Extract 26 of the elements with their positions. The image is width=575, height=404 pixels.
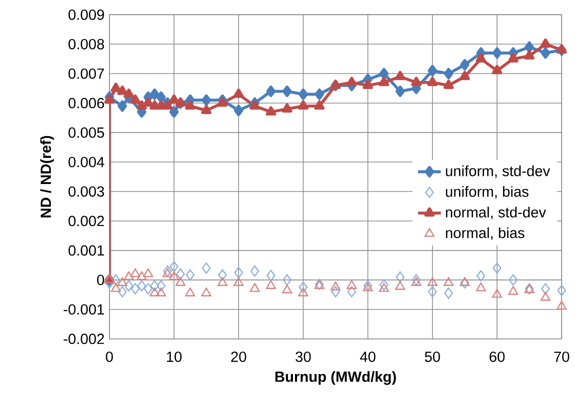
- y-tick-label: 0.006: [68, 98, 104, 108]
- x-axis-title: Burnup (MWd/kg): [275, 371, 396, 385]
- y-tick-label: 0.004: [68, 156, 104, 168]
- x-tick-label: 20: [231, 351, 246, 362]
- y-tick-label: -0.002: [64, 334, 104, 344]
- x-tick-label: 30: [296, 351, 311, 362]
- y-tick-label: 0.003: [68, 186, 104, 197]
- legend-label: normal, bias: [446, 227, 524, 240]
- y-tick-label: 0.005: [68, 127, 104, 138]
- y-tick-label: 0.007: [68, 68, 104, 79]
- legend-label: normal, std-dev: [446, 206, 546, 220]
- legend-label: uniform, std-dev: [446, 165, 550, 178]
- x-tick-label: 40: [360, 351, 376, 362]
- x-tick-label: 70: [554, 351, 570, 362]
- y-tick-label: 0: [97, 274, 104, 286]
- y-tick-label: 0.008: [68, 38, 104, 50]
- x-tick-label: 60: [490, 351, 505, 362]
- y-axis-title: ND / ND(ref): [40, 136, 54, 218]
- x-tick-label: 0: [106, 351, 113, 362]
- y-tick-label: 0.002: [68, 216, 104, 226]
- y-tick-label: -0.001: [64, 304, 104, 314]
- y-tick-label: 0.009: [68, 9, 104, 20]
- y-tick-label: 0.001: [68, 245, 104, 256]
- x-tick-label: 50: [424, 351, 440, 362]
- x-tick-label: 10: [166, 351, 182, 362]
- legend-label: uniform, bias: [446, 186, 528, 198]
